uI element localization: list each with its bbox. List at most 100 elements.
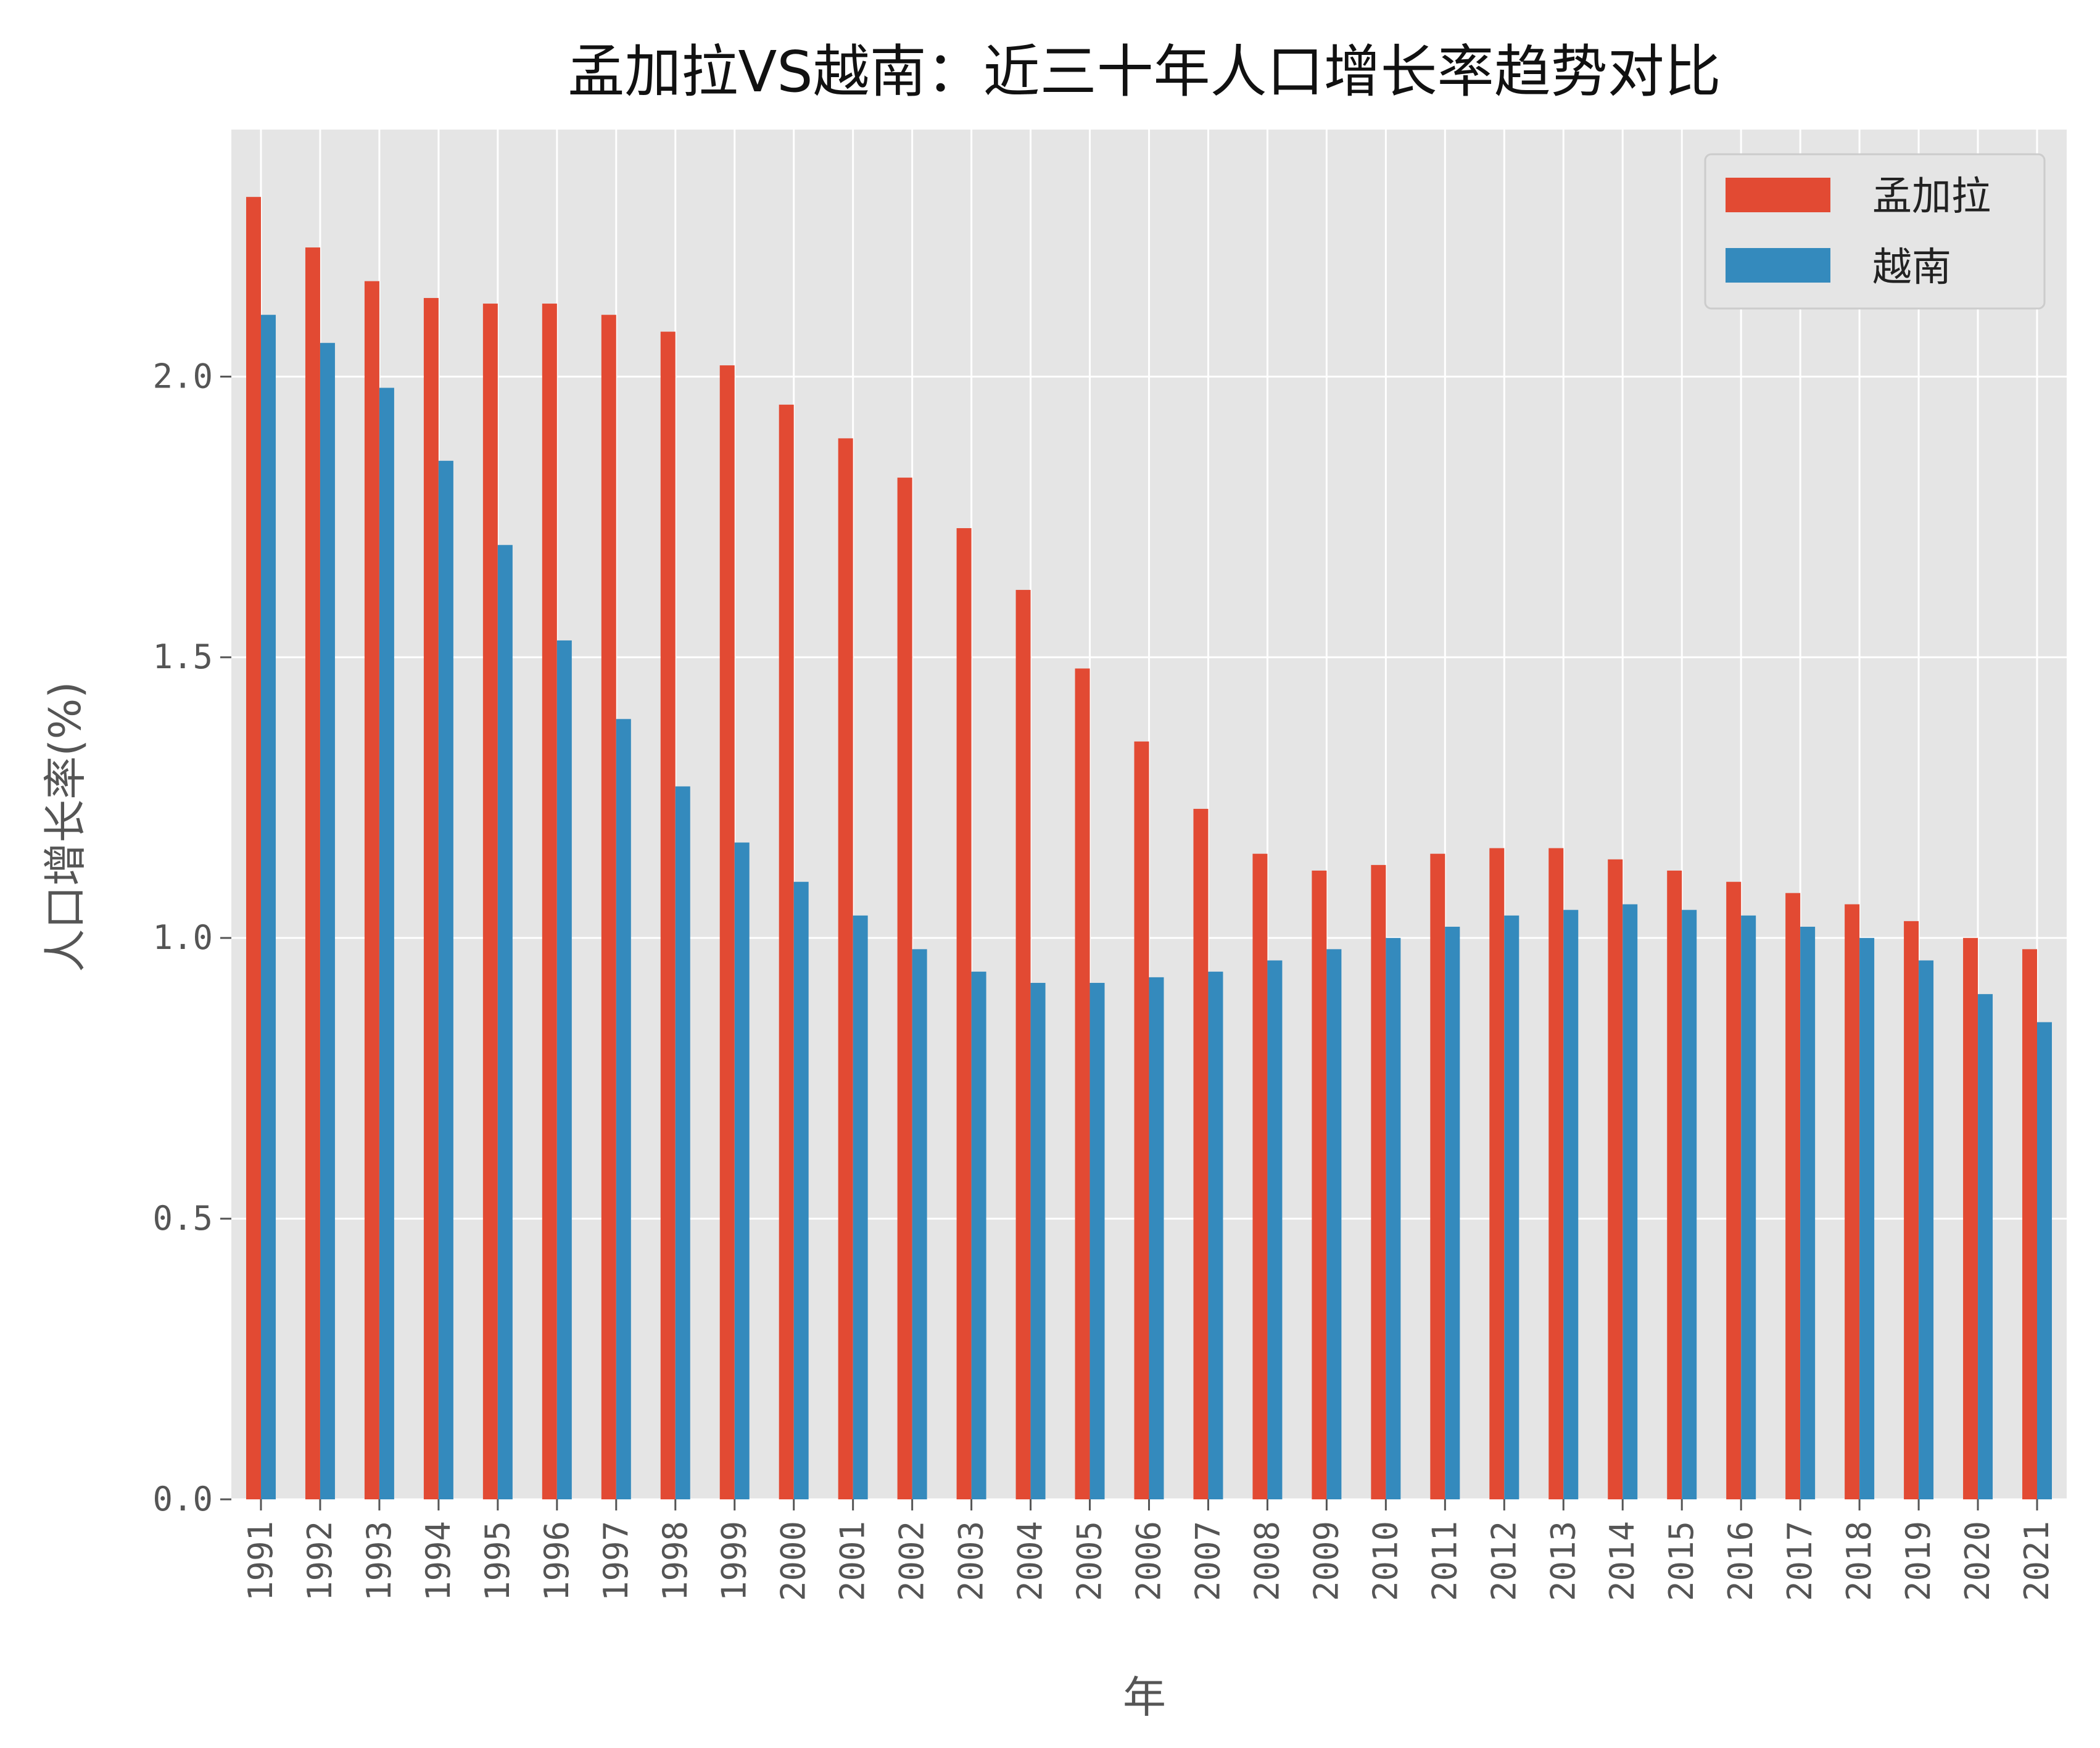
bar-bangladesh-2008: [1252, 853, 1268, 1499]
bar-vietnam-2003: [971, 971, 986, 1499]
x-tick-label: 2011: [1425, 1521, 1464, 1601]
bar-vietnam-2009: [1326, 949, 1342, 1499]
bar-vietnam-2001: [853, 915, 868, 1499]
y-tick-label: 1.5: [152, 637, 213, 676]
bars: [246, 197, 2052, 1500]
bar-bangladesh-1997: [601, 315, 616, 1500]
bar-vietnam-1992: [320, 342, 335, 1499]
bar-vietnam-2015: [1682, 909, 1697, 1499]
bar-bangladesh-2017: [1785, 893, 1801, 1499]
x-tick-label: 2005: [1070, 1521, 1109, 1601]
bar-vietnam-1997: [616, 719, 631, 1499]
legend-label-vietnam: 越南: [1872, 245, 1951, 291]
bar-bangladesh-1998: [660, 331, 676, 1499]
bar-bangladesh-2011: [1430, 853, 1445, 1499]
x-axis-ticks: 1991 1992 1993 1994 1995 1996 1997 1998 1999 2000…: [241, 1499, 2056, 1601]
x-tick-label: 1992: [300, 1521, 339, 1601]
bar-vietnam-2002: [912, 949, 927, 1499]
bar-bangladesh-1994: [423, 297, 439, 1499]
x-tick-label: 1994: [419, 1521, 458, 1601]
bar-vietnam-2006: [1149, 977, 1164, 1499]
bar-vietnam-1995: [497, 545, 513, 1499]
bar-vietnam-2000: [793, 882, 809, 1499]
bar-vietnam-1991: [260, 315, 276, 1500]
bar-vietnam-1996: [556, 640, 572, 1499]
x-tick-label: 2009: [1307, 1521, 1346, 1601]
x-tick-label: 2000: [774, 1521, 813, 1601]
x-tick-label: 1999: [715, 1521, 754, 1601]
bar-vietnam-2016: [1741, 915, 1756, 1499]
x-tick-label: 2010: [1366, 1521, 1405, 1601]
bar-vietnam-2005: [1089, 982, 1105, 1499]
bar-bangladesh-1991: [246, 197, 261, 1499]
y-tick-label: 0.0: [152, 1480, 213, 1518]
y-tick-label: 2.0: [152, 357, 213, 396]
bar-bangladesh-2014: [1608, 859, 1623, 1499]
bar-bangladesh-1992: [305, 247, 320, 1500]
bar-bangladesh-2003: [956, 528, 972, 1499]
x-tick-label: 1998: [656, 1521, 695, 1601]
bar-bangladesh-2015: [1667, 870, 1682, 1499]
y-axis-label: 人口增长率(%): [40, 681, 91, 972]
x-tick-label: 2020: [1958, 1521, 1997, 1601]
bar-bangladesh-2016: [1726, 882, 1742, 1499]
x-tick-label: 1997: [597, 1521, 635, 1601]
y-tick-label: 0.5: [152, 1199, 213, 1238]
bar-bangladesh-2021: [2022, 949, 2038, 1499]
x-tick-label: 1991: [241, 1521, 280, 1601]
x-tick-label: 2008: [1247, 1521, 1286, 1601]
bar-bangladesh-2005: [1075, 668, 1090, 1499]
x-tick-label: 2006: [1130, 1521, 1168, 1601]
bar-vietnam-1994: [438, 460, 453, 1500]
bar-vietnam-2017: [1800, 926, 1816, 1499]
bar-vietnam-2004: [1030, 982, 1046, 1499]
bar-bangladesh-2002: [897, 478, 912, 1499]
y-tick-label: 1.0: [152, 918, 213, 957]
x-tick-label: 2002: [893, 1521, 932, 1601]
legend: 孟加拉 越南: [1704, 153, 2046, 310]
y-axis-ticks: 0.0 0.5 1.0 1.5 2.0: [152, 357, 231, 1518]
x-tick-label: 2004: [1011, 1521, 1050, 1601]
bar-bangladesh-2000: [779, 404, 794, 1499]
legend-swatch-bangladesh: [1726, 178, 1830, 212]
bar-bangladesh-2020: [1963, 938, 1978, 1499]
x-tick-label: 2019: [1899, 1521, 1938, 1601]
bar-bangladesh-1995: [482, 304, 498, 1499]
bar-bangladesh-2009: [1312, 870, 1327, 1499]
bar-vietnam-2012: [1504, 915, 1519, 1499]
bar-bangladesh-2007: [1193, 808, 1209, 1499]
x-tick-label: 1993: [360, 1521, 399, 1601]
bar-bangladesh-1996: [542, 304, 557, 1499]
x-tick-label: 2015: [1662, 1521, 1701, 1601]
bar-vietnam-1999: [734, 842, 750, 1499]
bar-vietnam-2008: [1267, 960, 1283, 1499]
bar-bangladesh-2006: [1134, 741, 1149, 1499]
x-tick-label: 2014: [1603, 1521, 1642, 1601]
bar-vietnam-2021: [2037, 1022, 2052, 1499]
legend-label-bangladesh: 孟加拉: [1872, 174, 1991, 220]
bar-bangladesh-1999: [719, 365, 735, 1500]
chart-title: 孟加拉VS越南：近三十年人口增长率趋势对比: [568, 39, 1721, 105]
bar-bangladesh-2013: [1548, 848, 1564, 1499]
bar-bangladesh-1993: [364, 281, 379, 1499]
bar-bangladesh-2001: [838, 438, 853, 1499]
x-tick-label: 2012: [1484, 1521, 1523, 1601]
bar-vietnam-2007: [1208, 971, 1223, 1499]
bar-bangladesh-2019: [1904, 921, 1919, 1499]
bar-bangladesh-2010: [1371, 864, 1386, 1499]
x-tick-label: 2016: [1721, 1521, 1760, 1601]
x-tick-label: 2007: [1188, 1521, 1227, 1601]
x-tick-label: 2003: [952, 1521, 991, 1601]
x-tick-label: 2013: [1544, 1521, 1582, 1601]
bar-vietnam-2011: [1445, 926, 1460, 1499]
x-tick-label: 2018: [1840, 1521, 1879, 1601]
bar-bangladesh-2018: [1845, 904, 1860, 1499]
x-tick-label: 2021: [2017, 1521, 2056, 1601]
x-tick-label: 1996: [537, 1521, 576, 1601]
bar-vietnam-2014: [1623, 904, 1638, 1499]
x-tick-label: 2001: [833, 1521, 872, 1601]
bar-vietnam-2020: [1978, 994, 1993, 1499]
bar-vietnam-1993: [379, 387, 394, 1499]
bar-bangladesh-2004: [1015, 590, 1031, 1499]
